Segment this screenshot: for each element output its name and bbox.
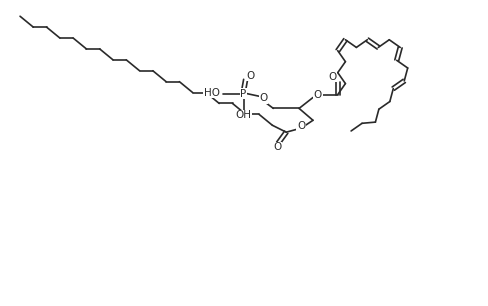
Text: O: O bbox=[273, 142, 281, 152]
Text: O: O bbox=[259, 94, 267, 103]
Text: P: P bbox=[240, 88, 246, 99]
Text: HO: HO bbox=[203, 88, 220, 98]
Text: OH: OH bbox=[235, 110, 251, 120]
Text: O: O bbox=[296, 121, 305, 131]
Text: O: O bbox=[328, 72, 336, 82]
Text: O: O bbox=[313, 90, 322, 99]
Text: O: O bbox=[246, 71, 254, 81]
